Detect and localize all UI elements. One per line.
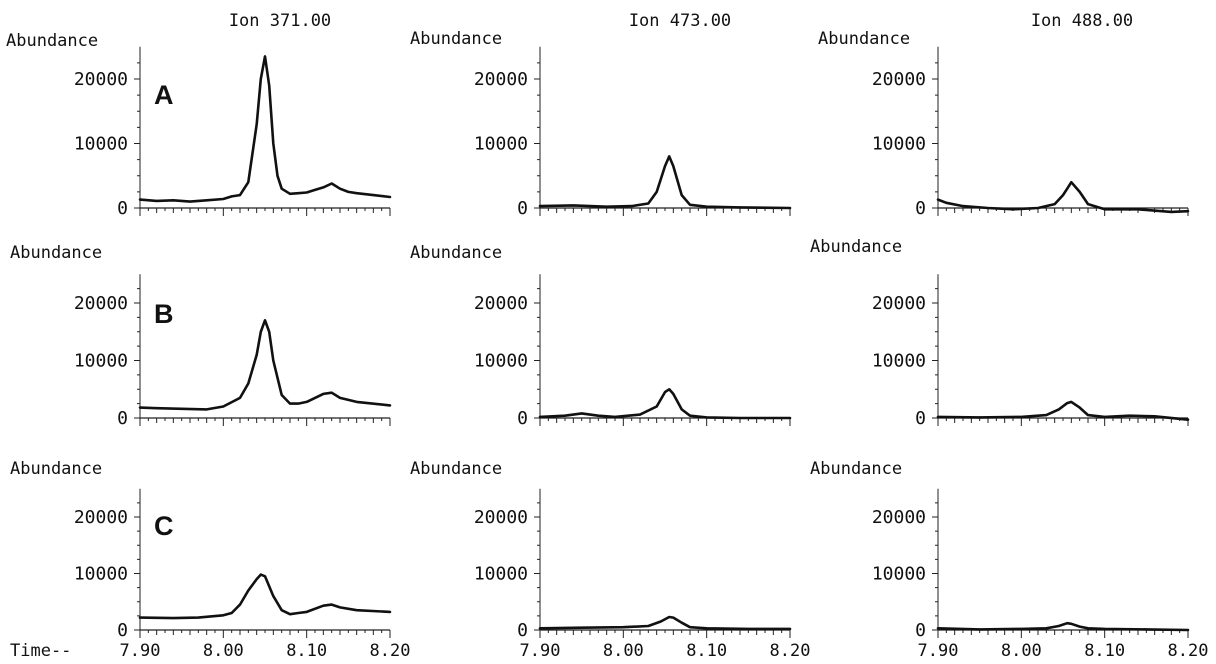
x-tick-label: 8.20 xyxy=(1168,641,1209,661)
x-tick-label: 8.20 xyxy=(770,641,811,661)
y-tick-label: 20000 xyxy=(74,69,128,90)
y-axis-label: Abundance xyxy=(6,31,98,51)
x-tick-label: 8.10 xyxy=(1084,641,1125,661)
time-axis-label: Time-- xyxy=(10,641,71,661)
y-tick-label: 0 xyxy=(117,620,128,641)
y-tick-label: 20000 xyxy=(74,293,128,314)
chart-panel: 0 10000 20000 Abundance xyxy=(810,237,1190,429)
chart-panel: 0 10000 20000 Abundance Ion 371.00 A xyxy=(6,11,392,219)
y-tick-label: 20000 xyxy=(474,69,528,90)
chromatogram-trace xyxy=(538,155,792,210)
y-axis-label: Abundance xyxy=(10,243,102,263)
y-axis-label: Abundance xyxy=(810,237,902,257)
chromatogram-trace xyxy=(936,180,1190,214)
chart-panel: 0 10000 20000 Abundance Ion 488.00 xyxy=(818,11,1190,219)
x-tick-label: 7.90 xyxy=(918,641,959,661)
y-tick-label: 10000 xyxy=(872,351,926,372)
panel-label: B xyxy=(154,299,174,329)
x-tick-label: 7.90 xyxy=(520,641,561,661)
chromatogram-trace xyxy=(138,318,392,411)
chart-panel: 0 10000 20000 7.90 8.00 8.10 8.20 Abundance C xyxy=(10,459,410,661)
chromatogram-trace xyxy=(538,387,792,420)
y-axis-label: Abundance xyxy=(410,459,502,479)
chromatogram-trace xyxy=(936,621,1190,632)
chromatogram-trace xyxy=(138,55,392,203)
y-tick-label: 20000 xyxy=(872,293,926,314)
y-tick-label: 20000 xyxy=(872,507,926,528)
x-tick-label: 8.20 xyxy=(370,641,411,661)
chart-panel: 0 10000 20000 Abundance Ion 473.00 xyxy=(410,11,792,219)
y-axis-label: Abundance xyxy=(810,459,902,479)
panel-label: C xyxy=(154,511,174,541)
y-tick-label: 20000 xyxy=(474,507,528,528)
ion-title: Ion 488.00 xyxy=(1031,11,1133,31)
y-axis-label: Abundance xyxy=(410,243,502,263)
x-tick-label: 8.10 xyxy=(686,641,727,661)
y-tick-label: 0 xyxy=(517,408,528,429)
x-tick-label: 8.00 xyxy=(603,641,644,661)
y-tick-label: 10000 xyxy=(74,564,128,585)
chart-panel: 0 10000 20000 Abundance B xyxy=(10,243,392,429)
y-axis-label: Abundance xyxy=(410,29,502,49)
x-tick-label: 8.00 xyxy=(1001,641,1042,661)
y-tick-label: 0 xyxy=(517,620,528,641)
y-tick-label: 20000 xyxy=(74,507,128,528)
y-tick-label: 0 xyxy=(117,408,128,429)
y-tick-label: 0 xyxy=(915,198,926,219)
chromatogram-trace xyxy=(138,573,392,620)
y-tick-label: 10000 xyxy=(74,351,128,372)
y-axis-label: Abundance xyxy=(10,459,102,479)
y-tick-label: 0 xyxy=(117,198,128,219)
ion-title: Ion 371.00 xyxy=(229,11,331,31)
y-tick-label: 20000 xyxy=(872,69,926,90)
y-tick-label: 10000 xyxy=(474,134,528,155)
x-tick-label: 7.90 xyxy=(120,641,161,661)
x-tick-label: 8.10 xyxy=(286,641,327,661)
y-tick-label: 10000 xyxy=(872,564,926,585)
y-tick-label: 0 xyxy=(517,198,528,219)
x-tick-label: 8.00 xyxy=(203,641,244,661)
panel-label: A xyxy=(154,80,174,110)
y-tick-label: 0 xyxy=(915,408,926,429)
y-axis-label: Abundance xyxy=(818,29,910,49)
y-tick-label: 10000 xyxy=(74,134,128,155)
y-tick-label: 10000 xyxy=(474,564,528,585)
chart-panel: 0 10000 20000 7.90 8.00 8.10 8.20 Abundance xyxy=(810,459,1208,661)
chromatogram-trace xyxy=(936,400,1190,422)
y-tick-label: 10000 xyxy=(872,134,926,155)
y-tick-label: 20000 xyxy=(474,293,528,314)
chart-panel: 0 10000 20000 7.90 8.00 8.10 8.20 Abundance xyxy=(410,459,810,661)
y-tick-label: 0 xyxy=(915,620,926,641)
chromatogram-trace xyxy=(538,615,792,631)
ion-title: Ion 473.00 xyxy=(629,11,731,31)
chart-panel: 0 10000 20000 Abundance xyxy=(410,243,792,429)
y-tick-label: 10000 xyxy=(474,351,528,372)
